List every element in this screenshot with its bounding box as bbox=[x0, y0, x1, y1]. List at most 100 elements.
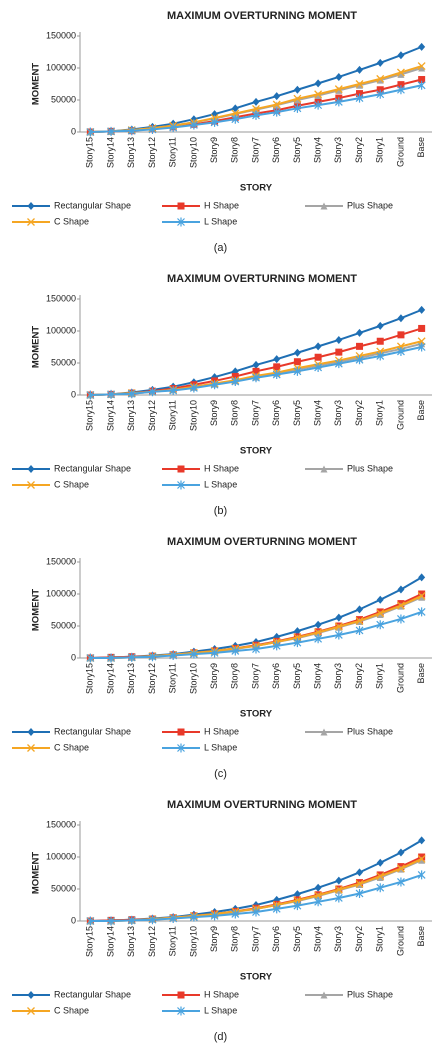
marker bbox=[27, 465, 35, 473]
marker bbox=[376, 609, 385, 618]
marker bbox=[376, 58, 384, 67]
x-tick-label: Story3 bbox=[333, 400, 343, 426]
marker bbox=[293, 103, 302, 113]
marker bbox=[355, 355, 364, 365]
x-tick-label: Story2 bbox=[354, 926, 364, 952]
marker bbox=[27, 481, 35, 489]
x-tick-label: Story15 bbox=[85, 926, 95, 957]
x-tick-label: Story13 bbox=[126, 926, 136, 957]
marker bbox=[418, 324, 426, 332]
marker bbox=[189, 649, 198, 659]
x-tick-label: Story9 bbox=[209, 400, 219, 426]
x-tick-label: Story2 bbox=[354, 400, 364, 426]
marker bbox=[252, 367, 260, 375]
legend-label: Rectangular Shape bbox=[54, 200, 131, 210]
y-axis-title: MOMENT bbox=[31, 63, 42, 105]
x-tick-label: Ground bbox=[395, 663, 405, 693]
marker bbox=[86, 127, 95, 137]
marker bbox=[335, 613, 343, 622]
marker bbox=[376, 620, 385, 630]
marker bbox=[177, 202, 185, 210]
marker bbox=[376, 872, 385, 881]
marker bbox=[334, 893, 343, 903]
x-tick-label: Story5 bbox=[292, 400, 302, 426]
y-tick-label: 0 bbox=[71, 652, 76, 662]
marker bbox=[356, 605, 364, 614]
y-tick-label: 50000 bbox=[51, 620, 76, 630]
caption: (d) bbox=[214, 1031, 227, 1043]
marker bbox=[27, 218, 35, 226]
marker bbox=[376, 351, 385, 361]
marker bbox=[376, 337, 384, 345]
marker bbox=[127, 126, 136, 136]
marker bbox=[210, 648, 219, 658]
x-tick-label: Story9 bbox=[209, 663, 219, 689]
marker bbox=[355, 80, 364, 88]
marker bbox=[314, 891, 323, 900]
x-tick-label: Story14 bbox=[105, 400, 115, 431]
marker bbox=[397, 614, 405, 624]
marker bbox=[376, 74, 385, 83]
chart-title: MAXIMUM OVERTURNING MOMENT bbox=[167, 10, 357, 22]
marker bbox=[376, 76, 384, 84]
marker bbox=[397, 877, 405, 887]
marker bbox=[210, 380, 219, 390]
marker bbox=[177, 1006, 185, 1016]
x-tick-label: Story8 bbox=[230, 137, 240, 163]
marker bbox=[396, 68, 405, 77]
y-tick-label: 150000 bbox=[46, 293, 76, 303]
legend-label: L Shape bbox=[204, 479, 237, 489]
x-tick-label: Story14 bbox=[105, 663, 115, 694]
marker bbox=[148, 124, 157, 134]
marker bbox=[177, 465, 185, 473]
marker bbox=[397, 314, 405, 323]
marker bbox=[107, 653, 115, 663]
marker bbox=[314, 79, 322, 88]
marker bbox=[417, 80, 426, 90]
x-tick-label: Story6 bbox=[271, 926, 281, 952]
marker bbox=[169, 386, 178, 396]
x-tick-label: Story3 bbox=[333, 137, 343, 163]
x-tick-label: Story11 bbox=[168, 137, 178, 167]
caption: (a) bbox=[214, 242, 227, 254]
y-axis-title: MOMENT bbox=[31, 852, 42, 894]
marker bbox=[189, 383, 198, 393]
legend-label: Plus Shape bbox=[347, 989, 393, 999]
marker bbox=[273, 363, 281, 371]
marker bbox=[320, 465, 328, 473]
marker bbox=[396, 864, 405, 873]
marker bbox=[148, 652, 157, 662]
x-tick-label: Story15 bbox=[85, 663, 95, 694]
legend-label: Rectangular Shape bbox=[54, 726, 131, 736]
x-tick-label: Story11 bbox=[168, 926, 178, 956]
marker bbox=[231, 377, 240, 387]
x-tick-label: Story1 bbox=[375, 400, 385, 426]
x-tick-label: Story3 bbox=[333, 926, 343, 952]
y-tick-label: 0 bbox=[71, 126, 76, 136]
marker bbox=[273, 355, 281, 364]
marker bbox=[397, 331, 405, 339]
marker bbox=[334, 630, 343, 640]
marker bbox=[210, 911, 219, 921]
x-tick-label: Story15 bbox=[85, 400, 95, 431]
marker bbox=[252, 907, 260, 917]
marker bbox=[272, 100, 281, 109]
marker bbox=[417, 870, 426, 880]
y-tick-label: 100000 bbox=[46, 62, 76, 72]
x-axis-title: STORY bbox=[240, 972, 273, 983]
marker bbox=[418, 593, 426, 601]
x-tick-label: Story7 bbox=[250, 400, 260, 426]
legend-label: C Shape bbox=[54, 1005, 89, 1015]
x-tick-label: Ground bbox=[395, 926, 405, 956]
x-tick-label: Story12 bbox=[147, 663, 157, 694]
marker bbox=[272, 370, 281, 380]
marker bbox=[376, 595, 384, 604]
marker bbox=[314, 883, 322, 892]
marker bbox=[293, 358, 301, 366]
marker bbox=[355, 93, 364, 103]
x-tick-label: Story11 bbox=[168, 400, 178, 430]
y-axis-title: MOMENT bbox=[31, 326, 42, 368]
marker bbox=[335, 876, 343, 885]
marker bbox=[293, 85, 301, 94]
